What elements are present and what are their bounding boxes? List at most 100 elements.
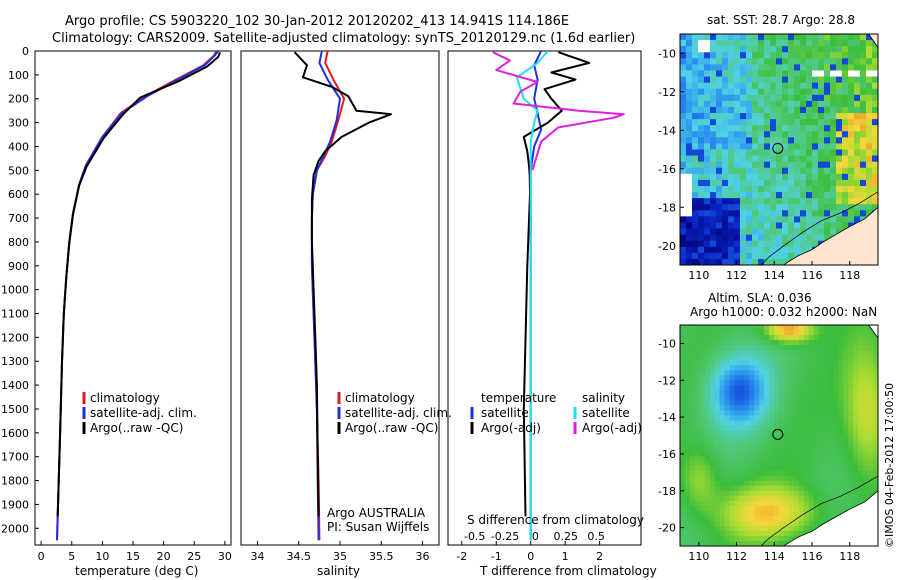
map-cell: [754, 535, 760, 542]
map-cell: [818, 360, 825, 366]
map-cell: [729, 525, 736, 532]
map-cell: [758, 240, 765, 248]
map-cell: [754, 475, 760, 482]
map-cell: [704, 246, 711, 254]
map-cell: [739, 510, 745, 517]
map-cell: [812, 46, 819, 53]
map-cell: [770, 185, 777, 193]
map-cell: [758, 167, 765, 175]
map-cell: [808, 505, 815, 512]
map-cell: [698, 246, 705, 254]
map-cell: [764, 525, 770, 532]
map-cell: [722, 246, 729, 254]
map-cell: [812, 198, 819, 205]
map-cell: [739, 505, 745, 512]
map-cell: [774, 370, 780, 376]
legend-climatology: climatology: [90, 391, 160, 405]
map-cell: [833, 445, 839, 452]
map-cell: [734, 149, 741, 157]
map-cell: [714, 385, 721, 391]
map-cell: [774, 460, 780, 467]
series-argo-raw-qc-: [56, 51, 221, 517]
map-cell: [783, 440, 790, 447]
map-cell: [699, 440, 706, 447]
map-cell: [704, 252, 711, 260]
map-cell: [818, 325, 825, 331]
map-cell: [873, 450, 878, 457]
map-cell: [704, 465, 711, 472]
map-cell: [752, 155, 759, 163]
lat-tick-label: -18: [658, 201, 676, 214]
map-cell: [749, 340, 755, 346]
map-cell: [838, 350, 844, 356]
map-cell: [689, 520, 696, 527]
map-cell: [724, 395, 731, 401]
map-cell: [812, 137, 819, 145]
map-cell: [698, 106, 705, 114]
map-cell: [728, 192, 735, 199]
map-cell: [873, 470, 878, 477]
map-cell: [704, 125, 711, 132]
map-cell: [728, 216, 735, 224]
map-cell: [758, 131, 765, 138]
map-cell: [782, 240, 789, 248]
map-cell: [774, 385, 780, 391]
map-cell: [854, 216, 861, 224]
map-cell: [872, 204, 878, 211]
map-cell: [808, 350, 815, 356]
map-cell: [774, 540, 780, 546]
map-cell: [698, 149, 705, 157]
x-tick-label: -1: [491, 550, 502, 563]
map-cell: [734, 198, 741, 205]
map-cell: [704, 258, 711, 265]
map-cell: [764, 370, 770, 376]
map-cell: [704, 430, 711, 437]
map-cell: [783, 490, 790, 497]
map-cell: [818, 179, 825, 187]
map-cell: [779, 395, 785, 401]
map-cell: [709, 495, 716, 502]
map-cell: [746, 52, 753, 59]
map-cell: [803, 465, 810, 472]
map-cell: [722, 70, 729, 78]
map-cell: [774, 405, 780, 411]
map-cell: [698, 155, 705, 163]
map-cell: [873, 405, 878, 411]
map-cell: [830, 216, 837, 224]
map-cell: [684, 355, 691, 361]
map-cell: [833, 345, 839, 351]
depth-tick-label: 1400: [1, 379, 29, 392]
map-cell: [729, 515, 736, 522]
map-cell: [828, 450, 835, 457]
map-cell: [872, 173, 878, 181]
map-cell: [770, 64, 777, 72]
map-cell: [724, 385, 731, 391]
map-cell: [680, 161, 687, 169]
map-cell: [813, 410, 820, 417]
map-cell: [739, 435, 745, 442]
map-cell: [680, 340, 686, 346]
map-cell: [818, 210, 825, 217]
map-cell: [754, 330, 760, 336]
map-cell: [843, 500, 849, 507]
map-cell: [860, 34, 867, 41]
map-cell: [813, 340, 820, 346]
map-cell: [759, 385, 765, 391]
map-cell: [848, 198, 855, 205]
map-cell: [818, 475, 825, 482]
map-cell: [806, 192, 813, 199]
map-cell: [830, 58, 837, 65]
map-cell: [739, 535, 745, 542]
map-cell: [854, 64, 861, 72]
map-cell: [854, 113, 861, 120]
map-cell: [779, 460, 785, 467]
map-cell: [744, 420, 750, 427]
map-cell: [858, 445, 864, 452]
map-cell: [836, 143, 843, 151]
map-cell: [783, 450, 790, 457]
imos-timestamp: ©IMOS 04-Feb-2012 17:00:50: [883, 383, 896, 548]
map-cell: [694, 425, 701, 432]
map-cell: [722, 173, 729, 181]
map-cell: [746, 131, 753, 138]
map-cell: [770, 258, 777, 265]
